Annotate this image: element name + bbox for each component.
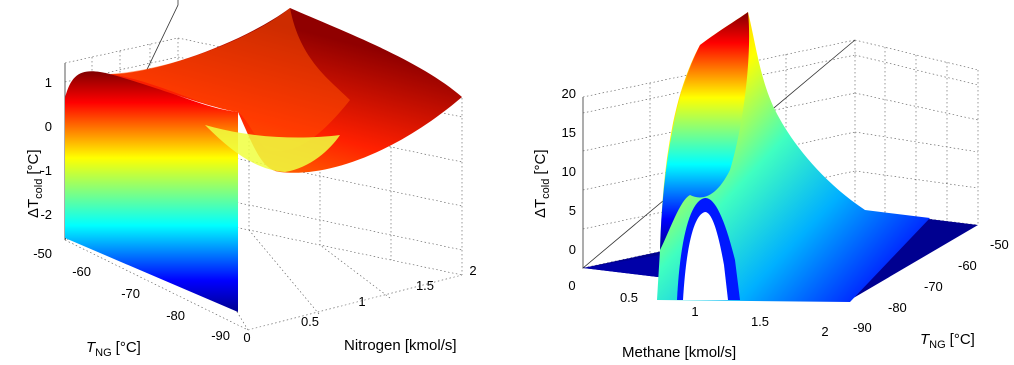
left-z-label: ΔTcold[°C] (25, 149, 45, 218)
left-y-axis: -50 -60 -70 -80 -90 TNG [°C] (33, 246, 230, 359)
right-x-tick: 1 (691, 304, 698, 319)
left-y-tick: -90 (211, 328, 230, 343)
left-x-tick: 2 (469, 263, 476, 278)
right-y-tick: -80 (888, 300, 907, 315)
right-x-tick: 0.5 (620, 290, 638, 305)
left-z-tick: 1 (45, 75, 52, 90)
right-surface-floor-front (583, 255, 850, 300)
left-y-label: TNG [°C] (86, 339, 141, 359)
right-z-tick: 0 (569, 242, 576, 257)
left-x-tick: 1 (358, 294, 365, 309)
left-y-tick: -80 (166, 308, 185, 323)
right-y-tick: -50 (990, 237, 1009, 252)
left-x-tick: 0.5 (301, 314, 319, 329)
left-z-tick: -1 (40, 163, 52, 178)
right-z-tick: 15 (562, 125, 576, 140)
right-y-label: TNG [°C] (920, 331, 975, 351)
right-z-tick: 10 (562, 164, 576, 179)
right-y-tick: -60 (958, 258, 977, 273)
right-x-tick: 0 (568, 278, 575, 293)
right-x-axis: 0 0.5 1 1.5 2 Methane [kmol/s] (568, 278, 828, 361)
left-x-tick: 1.5 (416, 278, 434, 293)
right-z-axis: 20 15 10 5 0 ΔTcold[°C] (532, 86, 576, 257)
left-surface (65, 8, 462, 312)
right-z-label: ΔTcold[°C] (532, 149, 552, 218)
right-z-tick: 20 (562, 86, 576, 101)
left-surface-plot: 1 0 -1 -2 ΔTcold[°C] -50 -60 -70 -80 -90… (25, 0, 477, 359)
left-y-tick: -60 (72, 264, 91, 279)
left-z-tick: -2 (40, 207, 52, 222)
right-surface-notch-gap (683, 212, 728, 300)
right-y-axis: -50 -60 -70 -80 -90 TNG [°C] (853, 237, 1009, 351)
left-x-axis: 0 0.5 1 1.5 2 Nitrogen [kmol/s] (243, 263, 476, 354)
left-surface-valley (205, 125, 340, 172)
right-x-label: Methane [kmol/s] (622, 344, 736, 361)
left-surface-ridge (110, 8, 350, 152)
right-x-tick: 1.5 (751, 314, 769, 329)
left-y-tick: -50 (33, 246, 52, 261)
left-surface-wall (65, 71, 238, 312)
right-surface-plot: 20 15 10 5 0 ΔTcold[°C] 0 0.5 1 1.5 2 Me… (532, 12, 1009, 361)
right-surface-front-face (660, 12, 750, 250)
left-x-label: Nitrogen [kmol/s] (344, 337, 457, 354)
left-z-tick: 0 (45, 119, 52, 134)
left-z-axis: 1 0 -1 -2 ΔTcold[°C] (25, 75, 52, 222)
right-z-tick: 5 (569, 203, 576, 218)
right-y-tick: -90 (853, 320, 872, 335)
right-surface (583, 12, 978, 302)
right-y-tick: -70 (924, 279, 943, 294)
left-x-tick: 0 (243, 330, 250, 345)
right-x-tick: 2 (821, 324, 828, 339)
left-y-tick: -70 (121, 286, 140, 301)
